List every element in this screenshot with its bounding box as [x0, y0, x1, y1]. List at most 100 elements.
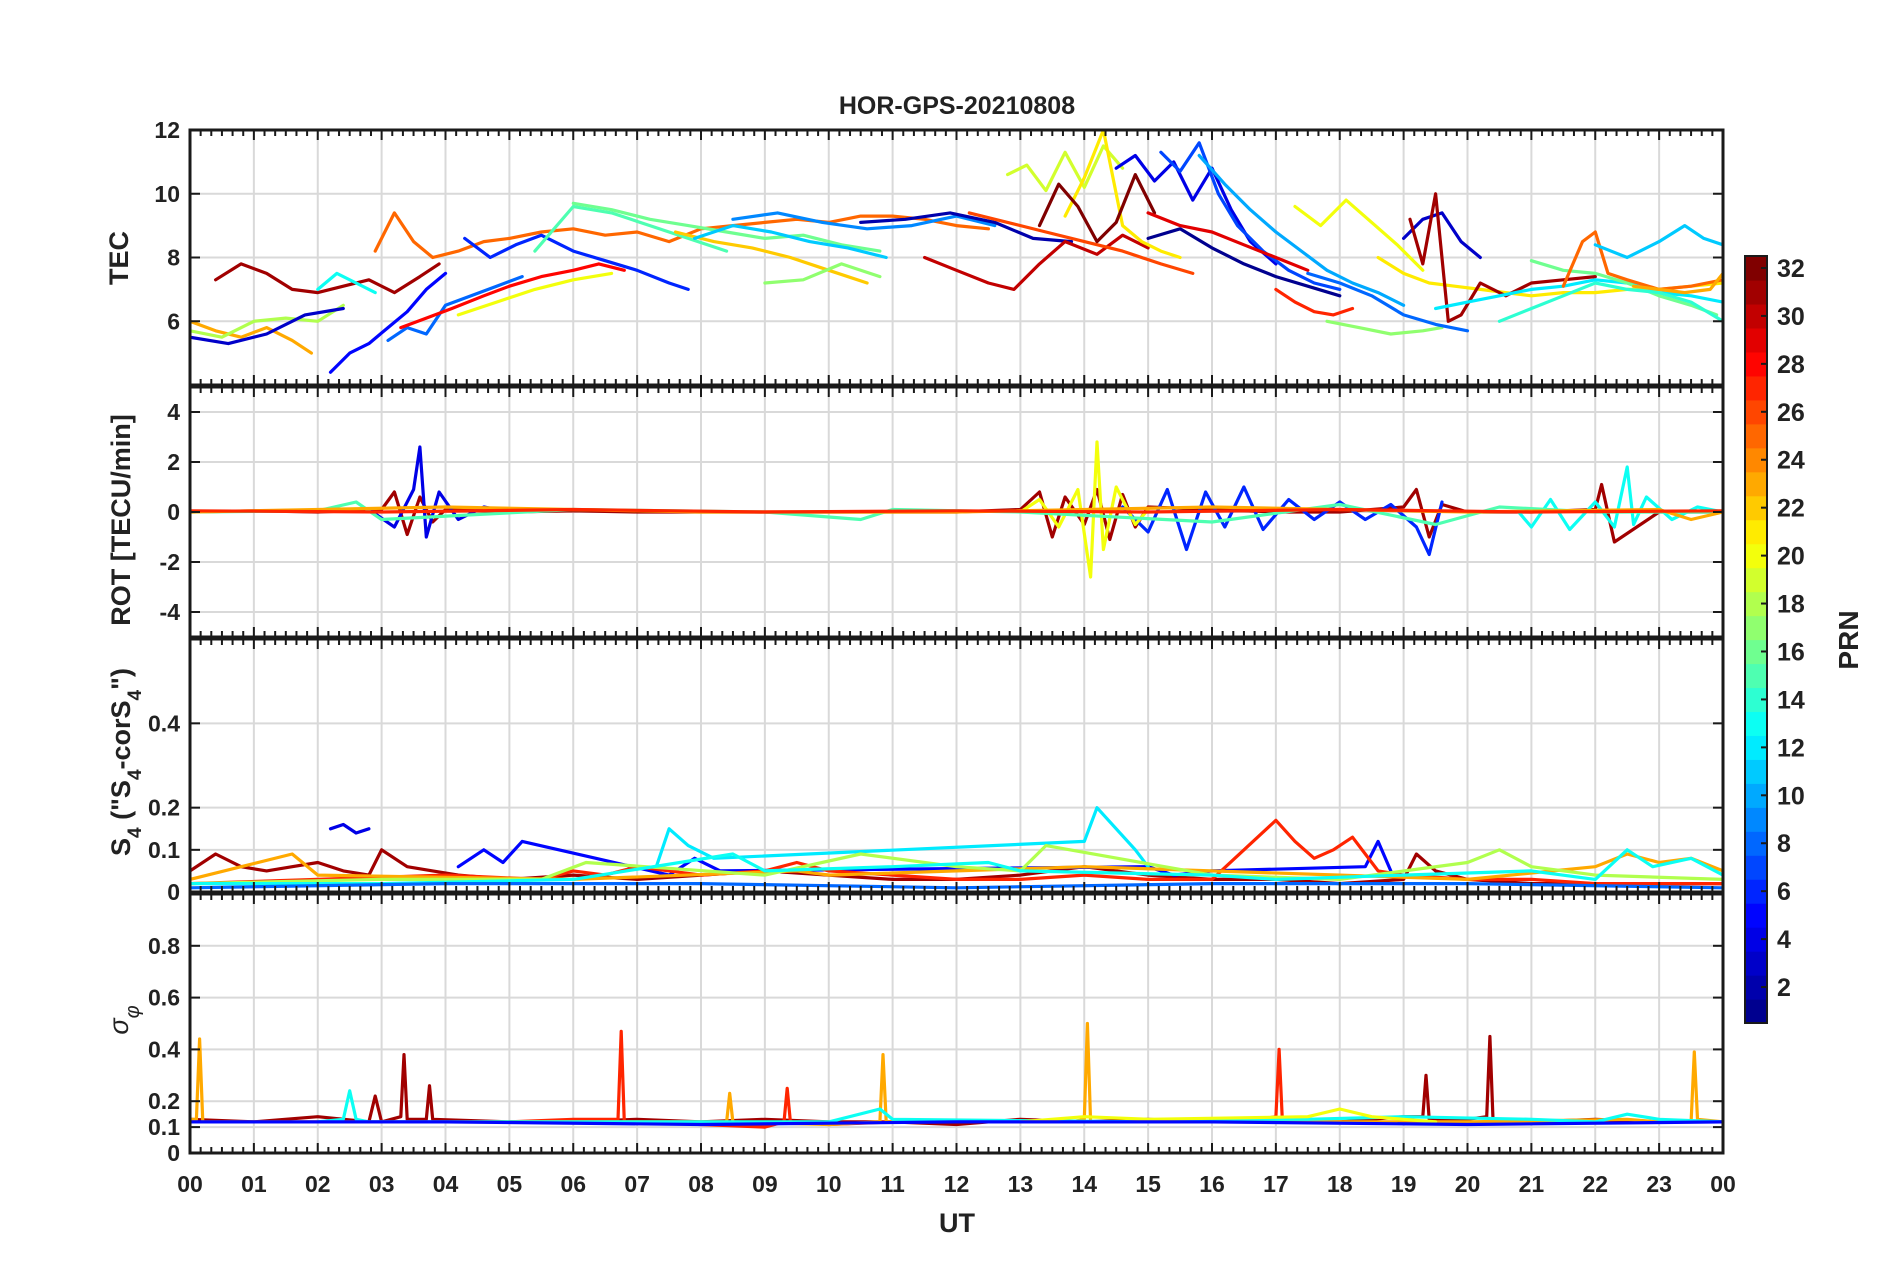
- sigma_phi-series-line: [1018, 1107, 1438, 1124]
- s4-series-line: [190, 852, 1723, 882]
- s4-ytick-label: 0: [167, 879, 180, 905]
- tec-series-line: [1159, 141, 1342, 291]
- tec-series-line: [373, 211, 991, 260]
- colorbar-tick-label: 14: [1777, 686, 1805, 714]
- rot-series-group: [190, 440, 1723, 579]
- tec-series-line: [190, 306, 345, 346]
- rot-ytick-label: 2: [167, 449, 180, 475]
- colorbar-segment: [1745, 495, 1767, 521]
- rot-ytick-label: 4: [167, 399, 180, 425]
- x-tick-label: 18: [1327, 1171, 1353, 1197]
- tec-ytick-label: 8: [167, 245, 180, 271]
- tec-series-line: [1325, 319, 1444, 336]
- colorbar-segment: [1745, 855, 1767, 880]
- x-tick-label: 12: [944, 1171, 970, 1197]
- sigma_phi-ytick-label: 0.2: [148, 1088, 180, 1114]
- x-tick-label: 04: [433, 1171, 459, 1197]
- tec-series-line: [673, 230, 869, 285]
- colorbar-tick-label: 4: [1777, 926, 1791, 954]
- x-tick-label: 03: [369, 1171, 395, 1197]
- sigma_phi-ytick-label: 0.4: [148, 1036, 180, 1062]
- tec-series-line: [1561, 230, 1723, 291]
- tec-series-line: [859, 211, 1074, 244]
- x-tick-label: 02: [305, 1171, 331, 1197]
- s4-series-line: [190, 848, 1723, 886]
- tec-series-line: [214, 262, 441, 295]
- x-tick-label: 17: [1263, 1171, 1289, 1197]
- colorbar-segment: [1745, 879, 1767, 904]
- sigma_phi-series-group: [190, 1021, 1723, 1129]
- tec-series-line: [1433, 278, 1723, 311]
- tec-series-line: [1146, 227, 1342, 298]
- colorbar-segment: [1745, 567, 1767, 593]
- colorbar-tick-label: 18: [1777, 591, 1805, 619]
- x-tick-label: 09: [752, 1171, 778, 1197]
- tec-series-line: [190, 319, 313, 355]
- sigma_phi-ytick-label: 0: [167, 1140, 180, 1166]
- colorbar-tick-label: 12: [1777, 734, 1805, 762]
- colorbar-label: PRN: [1833, 610, 1864, 669]
- colorbar-segment: [1745, 999, 1767, 1024]
- tec-ytick-label: 6: [167, 308, 180, 334]
- tec-series-line: [328, 271, 448, 374]
- colorbar-tick-label: 24: [1777, 447, 1805, 475]
- tec-series-line: [316, 271, 377, 295]
- colorbar-segment: [1745, 663, 1767, 689]
- x-tick-label: 14: [1071, 1171, 1097, 1197]
- tec-series-line: [571, 201, 882, 253]
- colorbar-segment: [1745, 351, 1767, 377]
- colorbar-segment: [1745, 471, 1767, 497]
- tec-series-line: [456, 271, 614, 317]
- rot-ylabel: ROT [TECU/min]: [106, 414, 136, 625]
- colorbar-segment: [1745, 903, 1767, 928]
- colorbar-segment: [1745, 735, 1767, 760]
- tec-series-line: [533, 204, 729, 253]
- s4-series-line: [190, 848, 1723, 886]
- rot-ytick-label: -4: [160, 599, 181, 625]
- colorbar-segment: [1745, 303, 1767, 329]
- s4-ytick-label: 0.1: [148, 837, 180, 863]
- tec-series-line: [1037, 173, 1157, 244]
- x-tick-label: 15: [1135, 1171, 1161, 1197]
- tec-series-line: [1497, 281, 1723, 323]
- x-tick-label: 10: [816, 1171, 842, 1197]
- colorbar-segment: [1745, 375, 1767, 401]
- sigma_phi-ytick-label: 0.6: [148, 985, 180, 1011]
- rot-series-line: [1516, 465, 1723, 532]
- colorbar-segment: [1745, 975, 1767, 1000]
- tec-series-line: [190, 303, 345, 339]
- x-tick-label: 23: [1646, 1171, 1672, 1197]
- x-tick-label: 16: [1199, 1171, 1225, 1197]
- colorbar-frame: [1744, 255, 1768, 1024]
- colorbar-tick-label: 22: [1777, 495, 1805, 523]
- tec-series-line: [1408, 192, 1597, 323]
- colorbar-segment: [1745, 256, 1767, 281]
- colorbar-tick-label: 2: [1777, 974, 1791, 1002]
- x-tick-label: 05: [497, 1171, 523, 1197]
- x-tick-label: 07: [624, 1171, 650, 1197]
- colorbar-tick-label: 10: [1777, 782, 1805, 810]
- sigma_phi-series-line: [190, 1120, 1723, 1127]
- tec-series-group: [190, 130, 1723, 374]
- colorbar-segment: [1745, 543, 1767, 569]
- colorbar-segment: [1745, 711, 1767, 736]
- colorbar-segment: [1745, 927, 1767, 952]
- colorbar-segment: [1745, 615, 1767, 641]
- tec-series-line: [1274, 287, 1355, 317]
- rot-ytick-label: 0: [167, 499, 180, 525]
- tec-ytick-label: 12: [154, 117, 180, 143]
- x-tick-label: 01: [241, 1171, 267, 1197]
- tec-series-line: [731, 211, 997, 231]
- x-tick-label: 00: [1710, 1171, 1736, 1197]
- colorbar-tick-label: 6: [1777, 878, 1791, 906]
- rot-series-line: [190, 482, 1723, 544]
- colorbar-segment: [1745, 687, 1767, 713]
- tec-series-line: [1146, 211, 1310, 272]
- x-tick-label: 06: [560, 1171, 586, 1197]
- rot-panel: -4 -2 0 2 4 ROT [TECU/min]: [106, 385, 1725, 639]
- colorbar-segment: [1745, 279, 1767, 305]
- s4-series-line: [328, 822, 371, 835]
